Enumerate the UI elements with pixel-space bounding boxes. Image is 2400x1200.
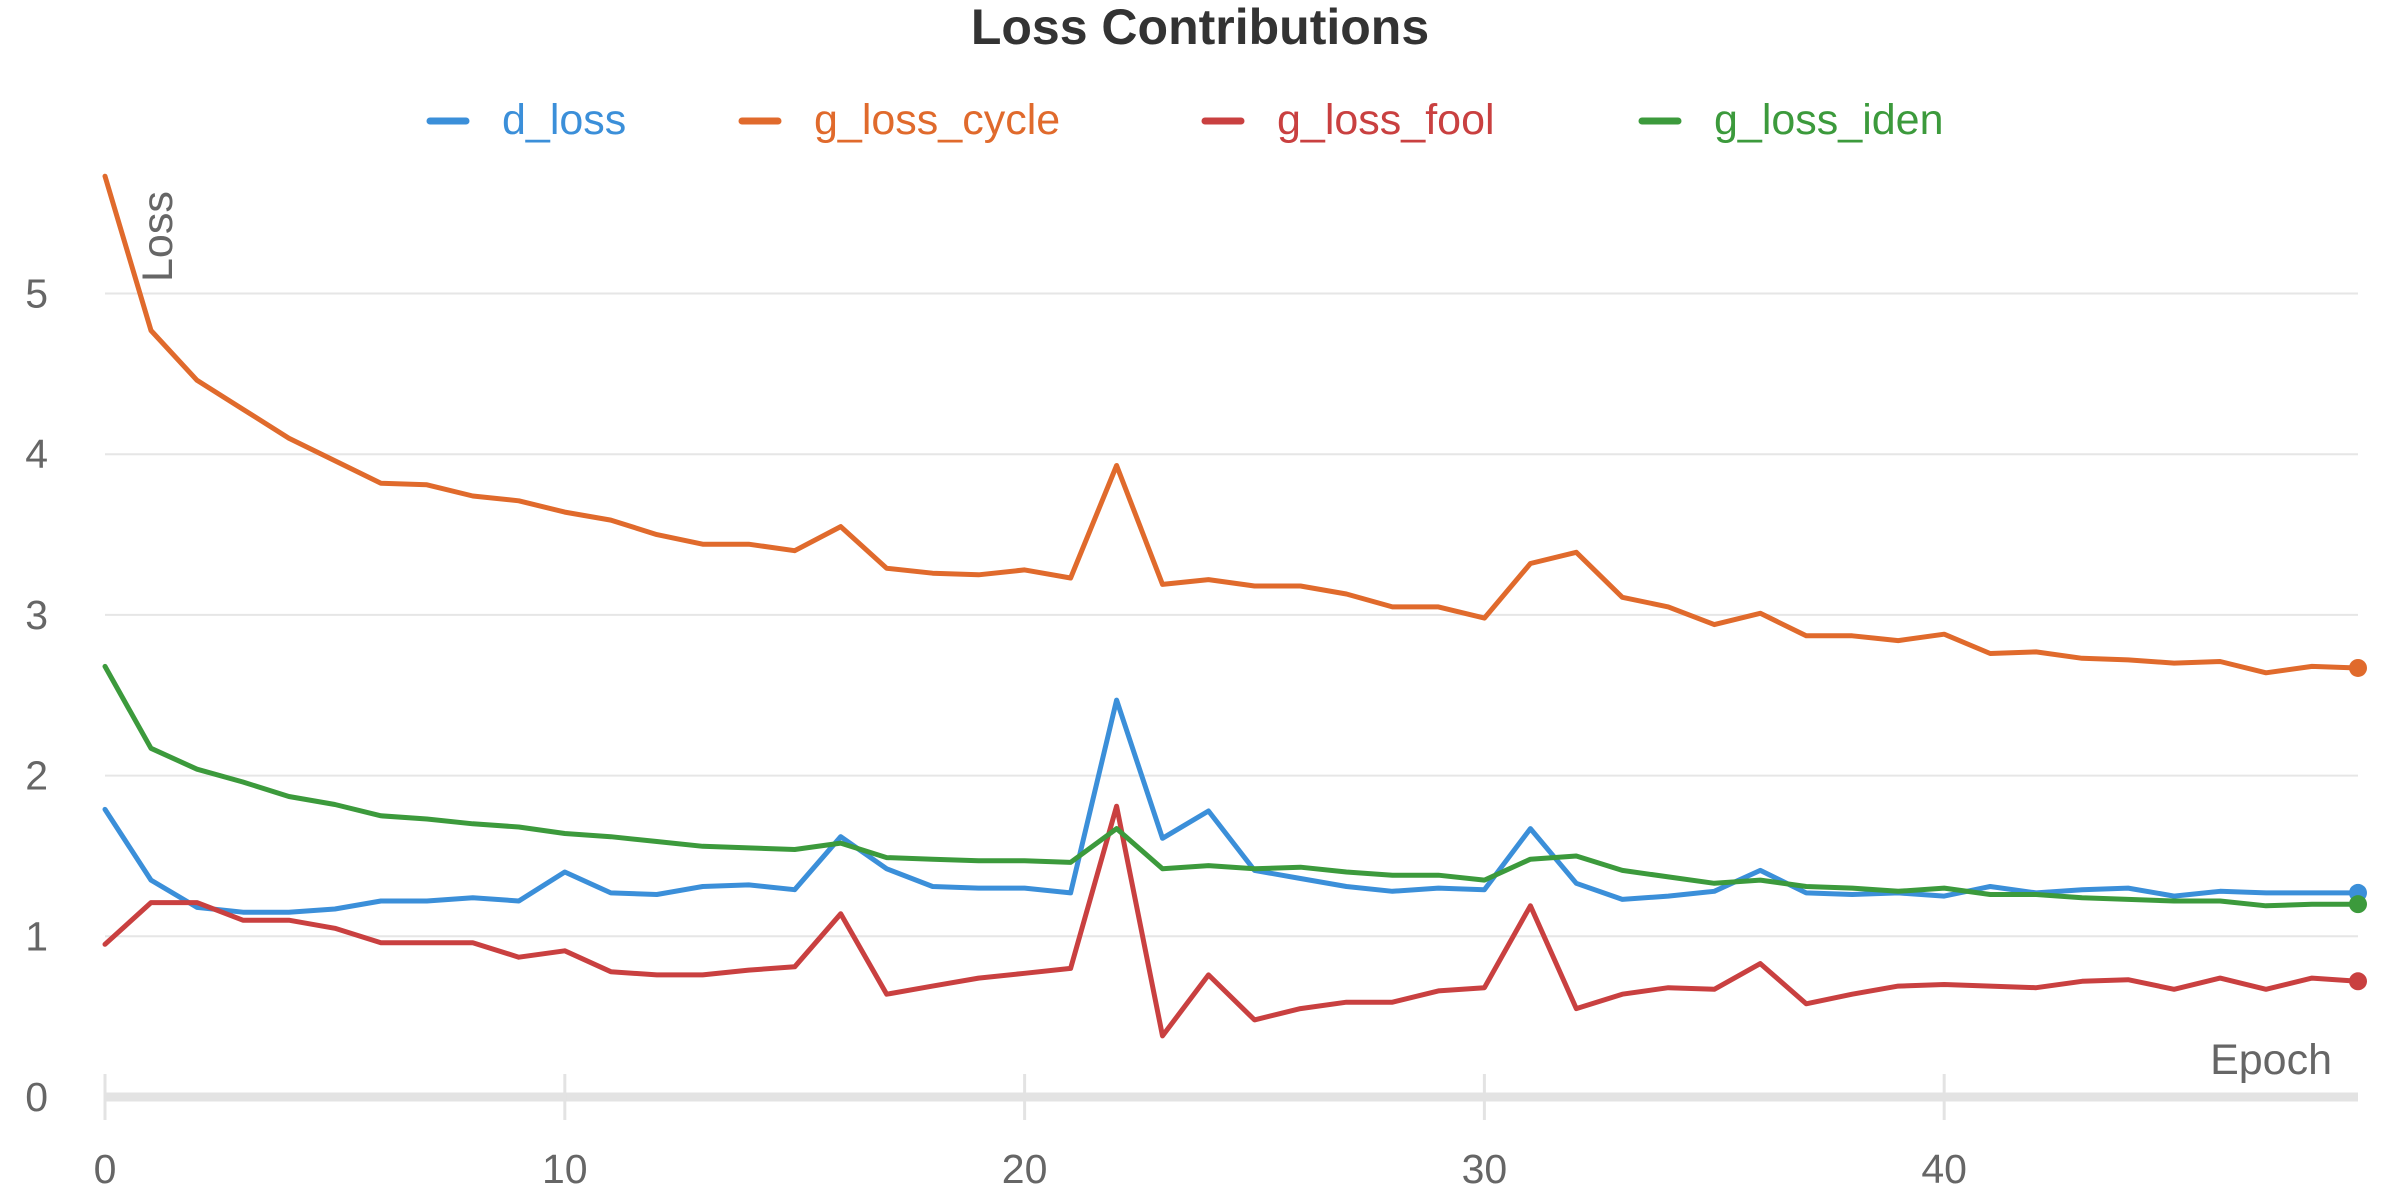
legend-label: g_loss_cycle (814, 96, 1060, 144)
series-layer (102, 173, 2367, 1039)
legend-label: g_loss_fool (1277, 96, 1495, 144)
series-end-marker-g-loss-cycle (2349, 658, 2367, 677)
series-line-d-loss (102, 697, 2361, 915)
axis-layer: 0 1 2 3 4 5 0 10 20 30 40 (25, 271, 2358, 1192)
series-line-g-loss-iden (102, 663, 2361, 909)
legend-label: g_loss_iden (1714, 96, 1944, 144)
legend: d_loss g_loss_cycle g_loss_fool g_loss_iden (426, 96, 1944, 144)
x-tick-label: 30 (1462, 1146, 1508, 1192)
legend-item-g-loss-iden[interactable]: g_loss_iden (1638, 96, 1944, 144)
legend-label: d_loss (502, 96, 626, 144)
legend-item-g-loss-fool[interactable]: g_loss_fool (1201, 96, 1495, 144)
y-tick-label: 2 (25, 753, 48, 799)
y-tick-label: 3 (25, 592, 48, 638)
y-axis-label: Loss (134, 191, 182, 282)
grid-layer (105, 292, 2358, 938)
series-end-marker-g-loss-fool (2349, 972, 2367, 991)
x-axis-label: Epoch (2210, 1036, 2332, 1084)
y-tick-label: 0 (25, 1074, 48, 1120)
series-line-g-loss-cycle (102, 173, 2361, 676)
series-end-marker-g-loss-iden (2349, 895, 2367, 914)
series-line-g-loss-fool (102, 803, 2361, 1039)
y-tick-label: 4 (25, 431, 48, 477)
y-tick-label: 5 (25, 271, 48, 317)
chart-title: Loss Contributions (971, 0, 1429, 55)
x-tick-label: 10 (542, 1146, 588, 1192)
legend-item-d-loss[interactable]: d_loss (426, 96, 626, 144)
x-tick-label: 40 (1921, 1146, 1967, 1192)
y-tick-label: 1 (25, 913, 48, 959)
x-tick-label: 20 (1002, 1146, 1048, 1192)
x-tick-label: 0 (94, 1146, 117, 1192)
legend-item-g-loss-cycle[interactable]: g_loss_cycle (738, 96, 1060, 144)
